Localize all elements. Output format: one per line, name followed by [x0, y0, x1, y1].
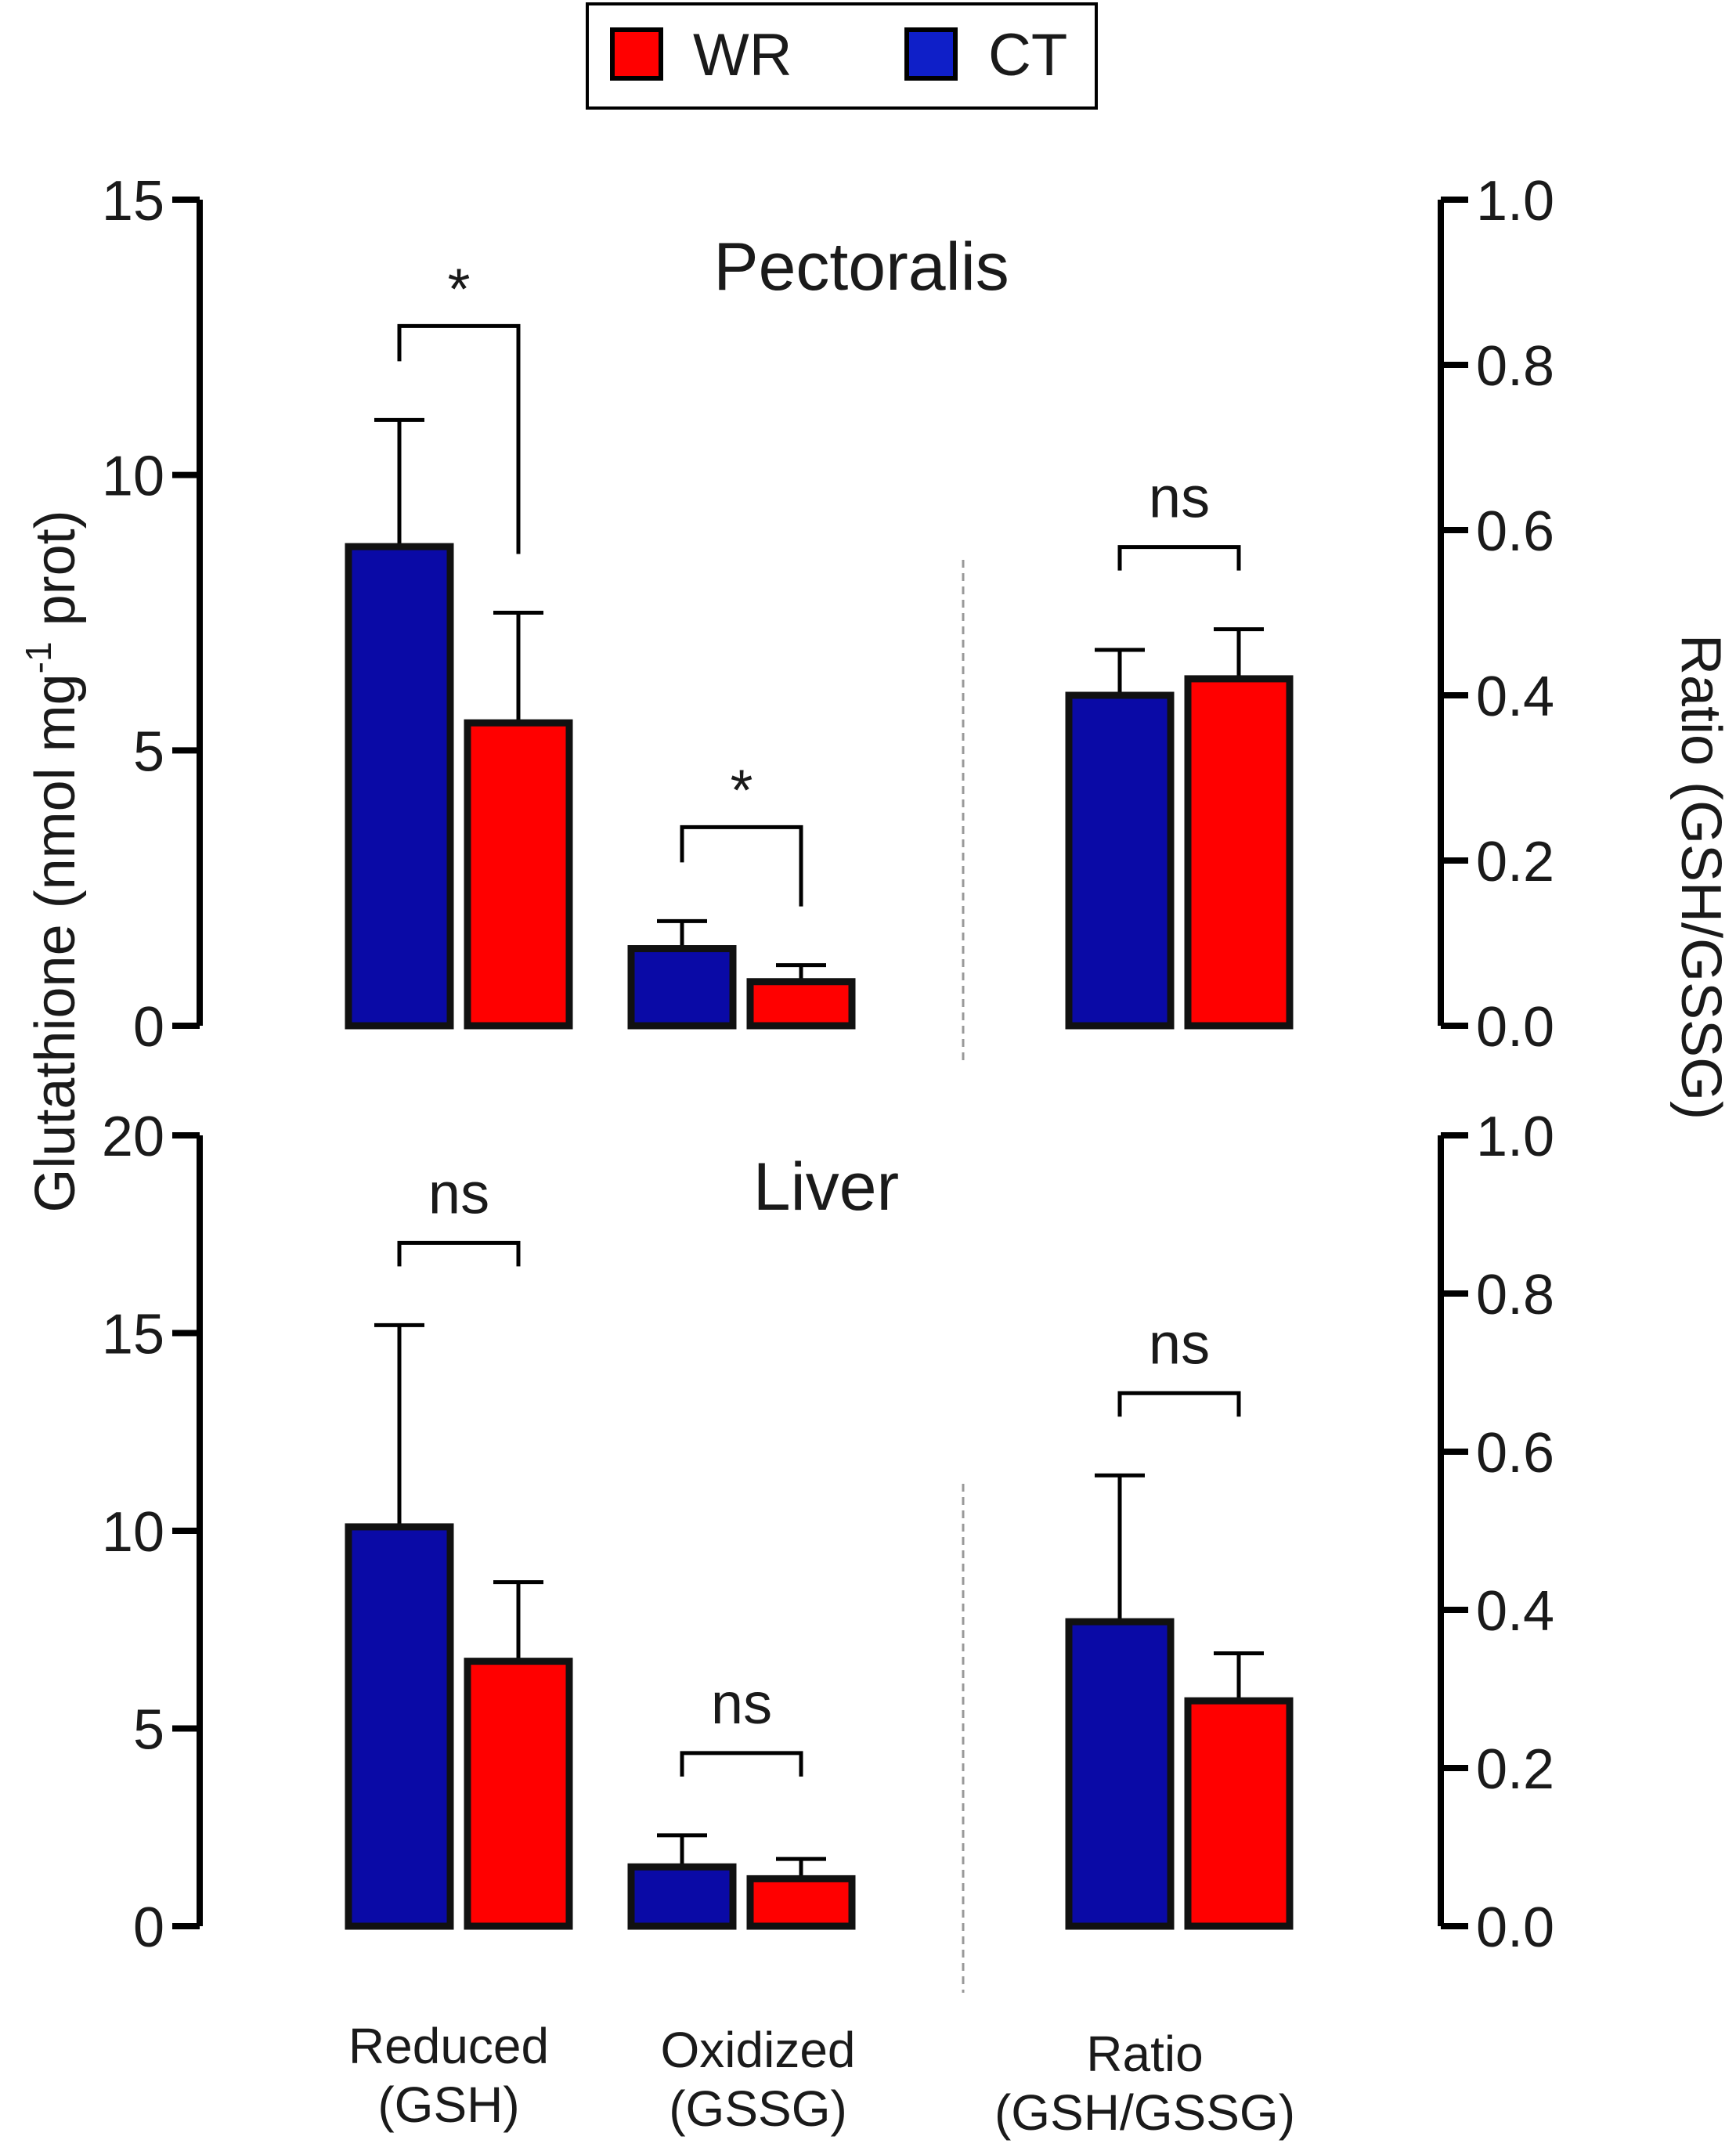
left-tick-label: 0 — [133, 996, 164, 1059]
right-tick-label: 0.8 — [1476, 1264, 1554, 1326]
left-axis-title-main: Glutathione (nmol mg — [24, 673, 87, 1212]
left-tick-label: 15 — [102, 170, 164, 233]
significance-label-reduced: * — [448, 256, 471, 321]
legend: WR CT — [586, 2, 1098, 110]
bar-reduced-wr — [464, 719, 573, 1030]
left-axis-title: Glutathione (nmol mg-1 prot) — [18, 510, 87, 1212]
significance-label-oxidized: ns — [711, 1671, 772, 1736]
panel-pectoralis: Pectoralis 0 5 10 15 0.0 0.2 0.4 0.6 0.8 1.0 * * ns — [102, 170, 1554, 1065]
panel-title: Liver — [753, 1149, 899, 1225]
bar-ratio-ct — [1065, 691, 1175, 1030]
right-axis-title: Ratio (GSH/GSSG) — [1669, 634, 1732, 1120]
right-tick-label: 0.0 — [1476, 996, 1554, 1059]
significance-bracket-oxidized — [680, 825, 803, 907]
significance-label-ratio: ns — [1149, 465, 1210, 530]
left-axis-title-tail: prot) — [24, 510, 87, 641]
significance-label-reduced: ns — [428, 1160, 489, 1225]
bar-ratio-wr — [1184, 675, 1294, 1030]
category-label-ratio-line1: Ratio — [1086, 2026, 1203, 2082]
category-label-oxidized-line1: Oxidized — [661, 2022, 856, 2078]
right-tick-label: 1.0 — [1476, 170, 1554, 233]
significance-bracket-ratio — [1117, 545, 1241, 571]
right-tick-label: 0.0 — [1476, 1896, 1554, 1959]
legend-label-ct: CT — [988, 22, 1067, 88]
significance-bracket-oxidized — [680, 1751, 803, 1777]
left-tick-label: 0 — [133, 1896, 164, 1959]
right-tick-label: 0.6 — [1476, 1422, 1554, 1485]
right-tick-label: 1.0 — [1476, 1106, 1554, 1168]
bar-oxidized-ct — [627, 945, 737, 1030]
left-tick-label: 5 — [133, 720, 164, 783]
category-label-reduced-line1: Reduced — [348, 2018, 549, 2074]
left-tick-label: 10 — [102, 446, 164, 508]
category-label-oxidized-line2: (GSSG) — [669, 2080, 847, 2137]
left-tick-label: 20 — [102, 1106, 164, 1168]
bar-reduced-ct — [345, 543, 454, 1030]
bar-ratio-ct — [1065, 1618, 1175, 1930]
bar-reduced-wr — [464, 1658, 573, 1930]
right-tick-label: 0.2 — [1476, 831, 1554, 893]
category-label-ratio-line2: (GSH/GSSG) — [994, 2084, 1295, 2141]
bar-ratio-wr — [1184, 1697, 1294, 1930]
right-tick-label: 0.6 — [1476, 500, 1554, 563]
left-tick-label: 5 — [133, 1699, 164, 1762]
bar-reduced-ct — [345, 1523, 454, 1930]
category-labels: Reduced (GSH) Oxidized (GSSG) Ratio (GSH… — [348, 2018, 1295, 2141]
significance-bracket-ratio — [1117, 1391, 1241, 1417]
bar-oxidized-wr — [746, 1875, 856, 1930]
legend-box — [586, 2, 1098, 110]
panel-liver: Liver 0 5 10 15 20 0.0 0.2 0.4 0.6 0.8 1.0 ns ns ns — [102, 1106, 1554, 1993]
left-tick-label: 10 — [102, 1501, 164, 1564]
legend-swatch-wr — [610, 27, 663, 81]
left-axis-title-sup: -1 — [18, 641, 59, 673]
legend-label-wr: WR — [693, 22, 792, 88]
significance-label-oxidized: * — [731, 757, 753, 822]
category-label-reduced-line2: (GSH) — [377, 2077, 519, 2133]
right-tick-label: 0.2 — [1476, 1738, 1554, 1801]
right-tick-label: 0.4 — [1476, 666, 1554, 728]
significance-bracket-reduced — [397, 1240, 521, 1267]
significance-label-ratio: ns — [1149, 1311, 1210, 1376]
right-tick-label: 0.8 — [1476, 335, 1554, 398]
bar-oxidized-ct — [627, 1863, 737, 1930]
right-tick-label: 0.4 — [1476, 1580, 1554, 1643]
significance-bracket-reduced — [397, 323, 521, 554]
panel-title: Pectoralis — [713, 229, 1009, 305]
left-tick-label: 15 — [102, 1304, 164, 1366]
legend-swatch-ct — [904, 27, 958, 81]
bar-oxidized-wr — [746, 978, 856, 1030]
